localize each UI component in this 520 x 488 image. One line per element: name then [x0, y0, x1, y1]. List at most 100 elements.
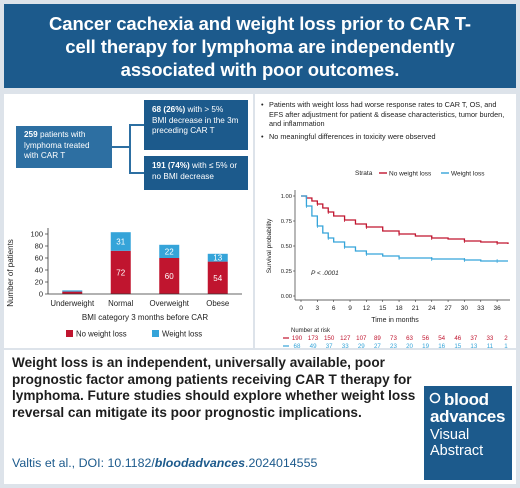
flow-connector [112, 146, 130, 148]
results-panel: Patients with weight loss had worse resp… [255, 94, 516, 348]
risk-count: 2 [504, 335, 508, 342]
km-x-tick-label: 30 [461, 305, 469, 312]
km-y-tick-label: 0.00 [281, 294, 292, 300]
bar-segment [159, 258, 180, 294]
weight-loss-group-box: 68 (26%) with > 5% BMI decrease in the 3… [144, 100, 248, 150]
finding-item: Patients with weight loss had worse resp… [261, 100, 511, 129]
risk-count: 173 [308, 335, 319, 342]
header-banner: Cancer cachexia and weight loss prior to… [4, 4, 516, 88]
bar-x-axis-label: BMI category 3 months before CAR [82, 313, 209, 322]
bar-segment [62, 290, 83, 292]
risk-count: 33 [486, 335, 493, 342]
logo-line-4: Abstract [430, 443, 484, 459]
km-y-axis-label: Survival probability [266, 218, 273, 273]
bar-segment [62, 291, 83, 294]
bar-y-tick-label: 40 [35, 266, 43, 275]
bar-data-label: 22 [165, 247, 174, 256]
journal-logo: blood advances Visual Abstract [424, 386, 512, 480]
citation-prefix: Valtis et al., DOI: 10.1182/ [12, 456, 155, 470]
bar-segment [207, 261, 228, 294]
km-x-axis-label: Time in months [371, 317, 419, 324]
km-y-tick-label: 0.75 [281, 219, 292, 225]
risk-count: 27 [374, 343, 381, 348]
bar-legend-label: No weight loss [76, 330, 127, 339]
bar-y-tick-label: 80 [35, 242, 43, 251]
p-value-annotation: P < .0001 [311, 270, 339, 277]
risk-count: 15 [454, 343, 461, 348]
weight-loss-text: with > 5% BMI decrease in the 3m precedi… [152, 105, 239, 135]
survival-curve [301, 195, 509, 244]
bar-legend-swatch [66, 330, 73, 337]
survival-curve [301, 195, 508, 262]
flow-connector [129, 124, 131, 174]
km-x-tick-label: 21 [412, 305, 420, 312]
finding-item: No meaningful differences in toxicity we… [261, 132, 511, 142]
citation-suffix: .2024014555 [245, 456, 318, 470]
km-x-tick-label: 27 [444, 305, 452, 312]
bar-legend-swatch [152, 330, 159, 337]
bar-segment [159, 244, 180, 258]
km-x-tick-label: 6 [332, 305, 336, 312]
bar-segment [207, 253, 228, 262]
risk-table-title: Number at risk [291, 328, 331, 334]
bar-y-tick-label: 20 [35, 278, 43, 287]
bar-legend-label: Weight loss [162, 330, 202, 339]
km-x-tick-label: 3 [316, 305, 320, 312]
flow-connector [129, 124, 144, 126]
cohort-total-count: 259 [24, 130, 38, 139]
findings-list: Patients with weight loss had worse resp… [261, 100, 511, 144]
no-weight-loss-count: 191 (74%) [152, 161, 190, 170]
risk-count: 37 [326, 343, 333, 348]
bar-data-label: 13 [213, 254, 222, 263]
citation[interactable]: Valtis et al., DOI: 10.1182/bloodadvance… [12, 456, 317, 470]
bar-data-label: 72 [116, 268, 125, 277]
logo-line-1: blood [444, 390, 489, 409]
risk-count: 73 [390, 335, 397, 342]
conclusion-text: Weight loss is an independent, universal… [12, 355, 416, 420]
bar-category-label: Underweight [50, 299, 95, 308]
bar-data-label: 31 [116, 238, 125, 247]
km-x-tick-label: 15 [379, 305, 387, 312]
no-weight-loss-text: with ≤ 5% or no BMI decrease [152, 161, 238, 181]
risk-count: 107 [356, 335, 367, 342]
km-y-tick-label: 0.50 [281, 244, 292, 250]
risk-count: 127 [340, 335, 351, 342]
bar-category-label: Overweight [150, 299, 190, 308]
citation-journal: bloodadvances [154, 456, 245, 470]
bar-y-tick-label: 60 [35, 254, 43, 263]
risk-count: 20 [406, 343, 413, 348]
km-x-tick-label: 18 [395, 305, 403, 312]
risk-count: 56 [422, 335, 429, 342]
risk-count: 33 [342, 343, 349, 348]
risk-count: 89 [374, 335, 381, 342]
risk-count: 1 [504, 343, 508, 348]
km-y-tick-label: 1.00 [281, 194, 292, 200]
km-legend-label: Weight loss [451, 171, 485, 178]
risk-count: 190 [292, 335, 303, 342]
logo-line-3: Visual [430, 427, 470, 443]
cohort-panel: 259 patients with lymphoma treated with … [4, 94, 253, 348]
blood-drop-icon [429, 392, 441, 404]
km-legend-label: No weight loss [389, 171, 432, 178]
risk-count: 63 [406, 335, 413, 342]
risk-count: 150 [324, 335, 335, 342]
km-y-tick-label: 0.25 [281, 269, 292, 275]
km-x-tick-label: 33 [477, 305, 485, 312]
bar-segment [110, 250, 131, 294]
risk-count: 37 [470, 335, 477, 342]
km-legend-title: Strata [355, 170, 373, 177]
bar-data-label: 54 [213, 274, 222, 283]
risk-count: 46 [454, 335, 461, 342]
cohort-total-text: patients with lymphoma treated with CAR … [24, 130, 90, 160]
risk-count: 11 [487, 343, 494, 348]
risk-count: 29 [358, 343, 365, 348]
survival-chart: Strata No weight loss Weight loss 0.00 0.25… [266, 170, 510, 348]
risk-count: 54 [438, 335, 445, 342]
bar-y-tick-label: 100 [30, 230, 43, 239]
bar-y-axis-label: Number of patients [6, 239, 15, 307]
km-x-tick-label: 12 [363, 305, 371, 312]
km-x-tick-label: 36 [493, 305, 501, 312]
risk-count: 13 [470, 343, 477, 348]
risk-count: 23 [390, 343, 397, 348]
km-x-tick-label: 9 [348, 305, 352, 312]
